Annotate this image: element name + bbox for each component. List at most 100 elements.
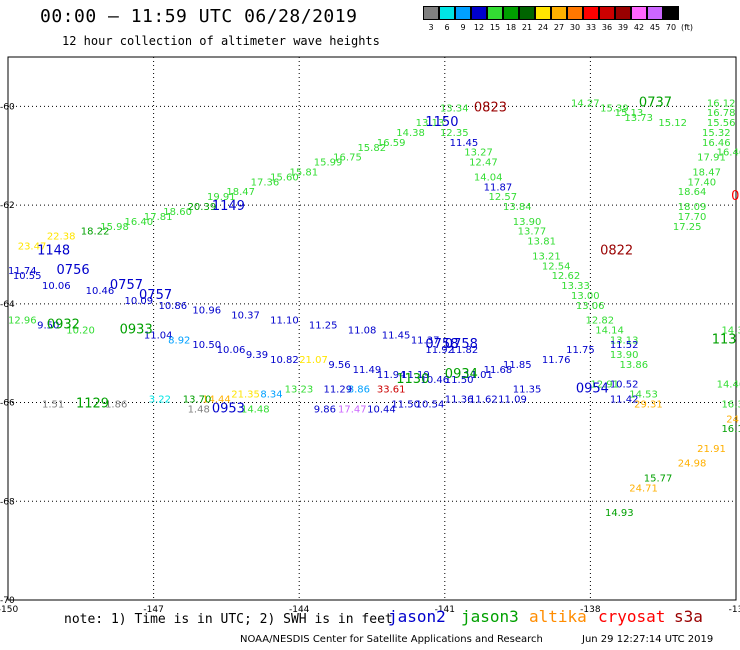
- time-label: 0757: [139, 288, 172, 303]
- swh-value-label: 12.47: [469, 158, 498, 169]
- scale-label: 30: [569, 23, 581, 32]
- scale-label: 42: [633, 23, 645, 32]
- swh-value-label: 22.38: [47, 232, 76, 243]
- swh-value-label: 14.27: [571, 98, 600, 109]
- swh-value-label: 11.35: [513, 385, 542, 396]
- scale-label: 39: [617, 23, 629, 32]
- scale-swatch: [503, 6, 519, 20]
- swh-value-label: 11.01: [464, 370, 493, 381]
- swh-value-label: 12.57: [488, 192, 517, 203]
- swh-value-label: 17.91: [697, 153, 726, 164]
- scale-label: 21: [521, 23, 533, 32]
- swh-value-label: 10.54: [416, 399, 445, 410]
- swh-value-label: 10.44: [367, 404, 396, 415]
- time-label: 1129: [76, 396, 109, 411]
- swh-value-label: 10.86: [158, 301, 187, 312]
- generated-timestamp: Jun 29 12:27:14 UTC 2019: [582, 634, 714, 645]
- swh-value-label: 10.09: [124, 296, 153, 307]
- swh-value-label: 16.46: [702, 138, 731, 149]
- swh-value-label: 17.25: [673, 222, 702, 233]
- scale-swatch: [647, 6, 663, 20]
- swh-value-label: 17.36: [251, 177, 280, 188]
- swh-value-label: 16.46: [717, 148, 740, 159]
- swh-value-label: 15.13: [615, 108, 644, 119]
- swh-value-label: 24.98: [678, 459, 707, 470]
- swh-value-label: 18.60: [163, 207, 192, 218]
- time-label: 03: [731, 189, 740, 204]
- scale-swatch: [423, 6, 439, 20]
- x-tick-label: -141: [435, 605, 455, 615]
- swh-value-label: 14.33: [721, 325, 740, 336]
- swh-value-label: 14.46: [717, 380, 740, 391]
- scale-unit: (ft): [680, 23, 694, 32]
- swh-value-label: 11.82: [450, 345, 479, 356]
- scale-label: 15: [489, 23, 501, 32]
- plot-frame: [7, 56, 737, 601]
- y-tick-label: -64: [0, 300, 15, 310]
- x-tick-label: -13: [729, 605, 740, 615]
- swh-value-label: 13.13: [610, 335, 639, 346]
- swh-value-label: 8.92: [168, 335, 190, 346]
- swh-value-label: 16.40: [124, 217, 153, 228]
- swh-value-label: 15.32: [702, 128, 731, 139]
- swh-value-label: 21.91: [697, 444, 726, 455]
- swh-value-label: 11.68: [484, 365, 513, 376]
- legend-jason3: jason3: [461, 607, 519, 626]
- swh-value-label: 11.50: [391, 399, 420, 410]
- scale-label: 45: [649, 23, 661, 32]
- swh-value-label: 11.29: [323, 385, 352, 396]
- scale-swatch: [471, 6, 487, 20]
- swh-value-label: 16.1: [721, 424, 740, 435]
- scale-swatch: [519, 6, 535, 20]
- swh-value-label: 15.56: [707, 118, 736, 129]
- scale-label: 12: [473, 23, 485, 32]
- swh-value-label: 18.09: [678, 202, 707, 213]
- footnote: note: 1) Time is in UTC; 2) SWH is in fe…: [64, 612, 393, 627]
- swh-value-label: 13.13: [416, 118, 445, 129]
- swh-value-label: 13.21: [532, 251, 561, 262]
- swh-value-label: 11.87: [484, 182, 513, 193]
- swh-value-label: 16.12: [707, 98, 736, 109]
- swh-value-label: 13.33: [561, 281, 590, 292]
- swh-value-label: 15.81: [289, 167, 318, 178]
- legend-s3a: s3a: [674, 607, 703, 626]
- swh-value-label: 11.25: [309, 321, 338, 332]
- y-tick-label: -66: [0, 399, 15, 409]
- swh-value-label: 12.96: [8, 316, 37, 327]
- scale-label: 6: [444, 23, 450, 32]
- scale-label: 3: [428, 23, 434, 32]
- y-tick-label: -62: [0, 201, 15, 211]
- swh-value-label: 11.45: [382, 330, 411, 341]
- swh-value-label: 14.48: [241, 404, 270, 415]
- scale-swatch: [615, 6, 631, 20]
- time-label: 0822: [600, 243, 633, 258]
- time-label: 0932: [47, 318, 80, 333]
- chart-subtitle: 12 hour collection of altimeter wave hei…: [62, 34, 380, 48]
- swh-value-label: 13.81: [527, 237, 556, 248]
- legend-jason2: jason2: [388, 607, 446, 626]
- swh-value-label: 13.90: [610, 350, 639, 361]
- time-label: 113: [712, 332, 737, 347]
- swh-value-label: 14.93: [605, 508, 634, 519]
- swh-value-label: 14.53: [629, 390, 658, 401]
- swh-value-label: 11.10: [270, 316, 299, 327]
- scale-swatch: [663, 6, 679, 20]
- swh-value-label: 18.22: [81, 227, 110, 238]
- legend-altika: altika: [529, 607, 587, 626]
- swh-value-label: 11.85: [503, 360, 532, 371]
- time-label: 0737: [639, 95, 672, 110]
- chart-title: 00:00 – 11:59 UTC 06/28/2019: [40, 6, 358, 27]
- swh-value-label: 15.39: [600, 103, 629, 114]
- swh-value-label: 15.60: [270, 172, 299, 183]
- swh-value-label: 23.47: [18, 242, 47, 253]
- swh-value-label: 10.82: [270, 355, 299, 366]
- swh-value-label: 16.59: [377, 138, 406, 149]
- swh-value-label: 18.47: [692, 167, 721, 178]
- scale-swatch: [583, 6, 599, 20]
- swh-value-label: 11.04: [144, 330, 173, 341]
- swh-value-label: 10.55: [13, 271, 42, 282]
- swh-value-label: 13.00: [571, 291, 600, 302]
- time-label: 1130: [396, 372, 429, 387]
- swh-value-label: 11.36: [445, 395, 474, 406]
- scale-swatch: [631, 6, 647, 20]
